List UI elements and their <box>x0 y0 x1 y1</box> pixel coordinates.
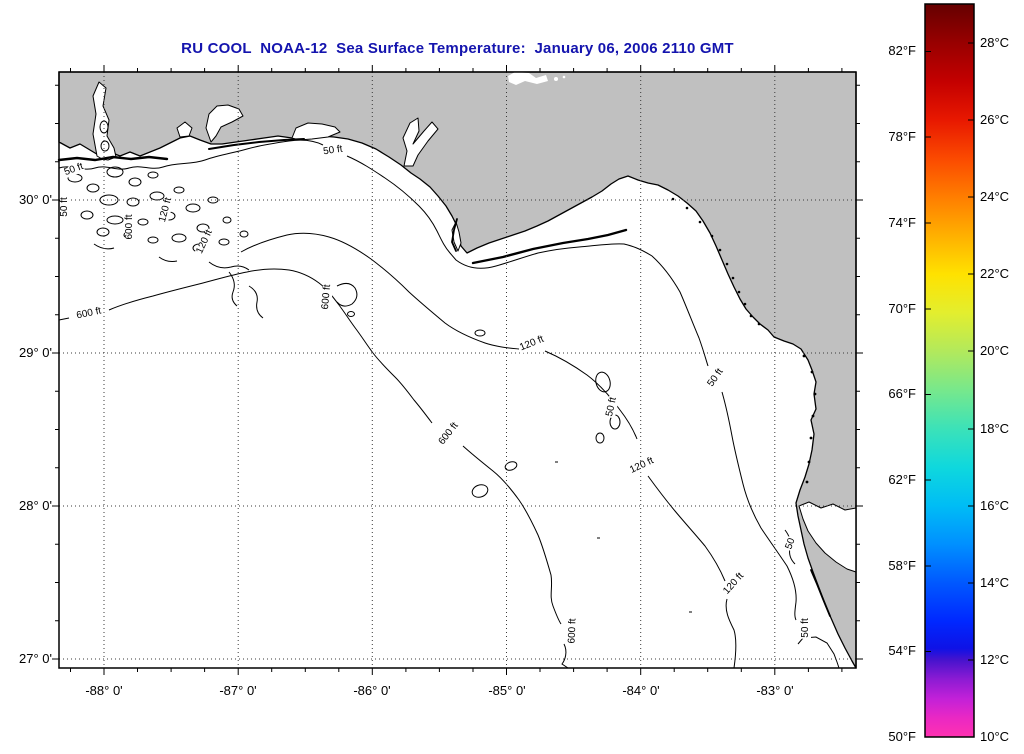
colorbar-f-label: 78°F <box>888 129 916 144</box>
plot-title: RU COOL NOAA-12 Sea Surface Temperature:… <box>181 40 734 57</box>
contour-50ft <box>58 139 324 170</box>
colorbar-gradient <box>924 3 975 738</box>
colorbar-c-label: 24°C <box>980 189 1010 204</box>
y-tick-label: 30° 0' <box>19 192 52 207</box>
x-tick-label: -88° 0' <box>85 683 123 698</box>
contour-label: 600 ft <box>566 617 579 645</box>
colorbar-f-label: 82°F <box>888 43 916 58</box>
perdido-bay <box>176 121 193 138</box>
contour-label: 50 ft <box>800 617 811 639</box>
contour-label: 600 ft <box>124 213 135 241</box>
colorbar-f-label: 58°F <box>888 558 916 573</box>
axis-ticks <box>52 65 863 675</box>
colorbar-c-label: 26°C <box>980 112 1010 127</box>
colorbar-c-label: 18°C <box>980 421 1010 436</box>
colorbar-f-label: 70°F <box>888 301 916 316</box>
colorbar-ticks <box>925 42 974 661</box>
y-tick-label: 27° 0' <box>19 651 52 666</box>
st-andrew-bay <box>402 117 439 167</box>
contour-600ft <box>58 317 70 321</box>
x-tick-label: -85° 0' <box>488 683 526 698</box>
cloud-patch <box>508 72 566 85</box>
barrier-islands <box>57 138 831 617</box>
colorbar-c-label: 12°C <box>980 652 1010 667</box>
marsh-speckles <box>671 197 817 484</box>
x-tick-label: -83° 0' <box>756 683 794 698</box>
x-tick-label: -87° 0' <box>219 683 257 698</box>
contour-120ft <box>240 232 520 350</box>
colorbar-f-label: 54°F <box>888 643 916 658</box>
pensacola-bay <box>205 104 244 143</box>
colorbar-f-label: 74°F <box>888 215 916 230</box>
colorbar-f-label: 50°F <box>888 729 916 744</box>
contour-label: 50 ft <box>59 196 70 218</box>
x-tick-label: -86° 0' <box>353 683 391 698</box>
colorbar <box>924 3 975 738</box>
axes-box <box>58 71 857 669</box>
x-tick-label: -84° 0' <box>622 683 660 698</box>
colorbar-c-label: 16°C <box>980 498 1010 513</box>
choctawhatchee-bay <box>291 122 341 141</box>
colorbar-c-label: 10°C <box>980 729 1010 744</box>
colorbar-f-label: 66°F <box>888 386 916 401</box>
bathymetry-contours <box>58 120 840 669</box>
colorbar-c-label: 22°C <box>980 266 1010 281</box>
colorbar-c-label: 20°C <box>980 343 1010 358</box>
y-tick-label: 28° 0' <box>19 498 52 513</box>
grid-lines <box>59 72 856 668</box>
colorbar-f-label: 62°F <box>888 472 916 487</box>
y-tick-label: 29° 0' <box>19 345 52 360</box>
tampa-bay <box>798 501 857 573</box>
colorbar-c-label: 14°C <box>980 575 1010 590</box>
colorbar-c-label: 28°C <box>980 35 1010 50</box>
